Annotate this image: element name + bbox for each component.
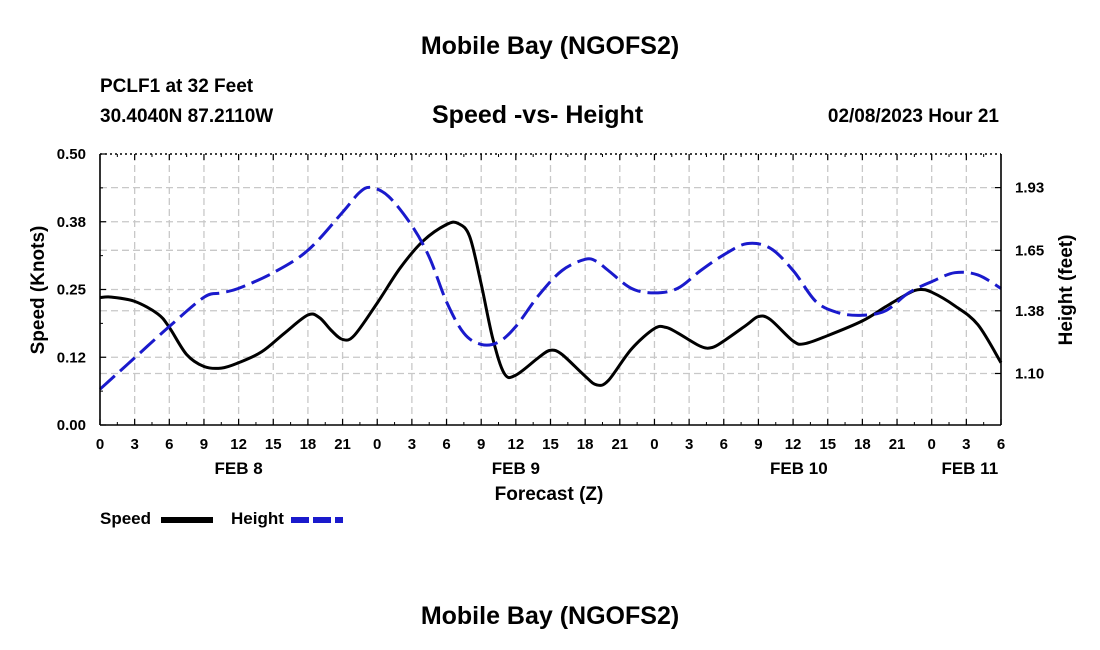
grid bbox=[100, 154, 1001, 425]
x-tick-label: 6 bbox=[720, 436, 728, 453]
x-tick-label: 18 bbox=[300, 436, 317, 453]
x-tick-label: 21 bbox=[611, 436, 628, 453]
x-tick-label: 21 bbox=[334, 436, 351, 453]
forecast-datetime: 02/08/2023 Hour 21 bbox=[827, 106, 999, 127]
date-label: FEB 10 bbox=[770, 459, 828, 478]
axis-labels: 0 3 6 9 12 15 18 21 0 3 6 9 12 15 18 21 0 3 6 9 12 15 18 21 0 3 6 0… bbox=[28, 146, 1077, 505]
legend-height-label: Height bbox=[231, 509, 284, 528]
series-height-line bbox=[98, 185, 1002, 391]
legend-speed-swatch bbox=[161, 517, 213, 523]
series-group bbox=[98, 185, 1003, 391]
date-label: FEB 11 bbox=[941, 459, 998, 478]
x-tick-label: 12 bbox=[230, 436, 247, 453]
x-tick-label: 3 bbox=[962, 436, 970, 453]
date-label: FEB 8 bbox=[215, 459, 263, 478]
x-tick-label: 9 bbox=[754, 436, 762, 453]
axes bbox=[99, 153, 1002, 426]
y-right-tick-label: 1.10 bbox=[1015, 365, 1044, 382]
x-tick-label: 12 bbox=[785, 436, 802, 453]
legend-height-swatch bbox=[291, 517, 343, 523]
chart-subtitle: Speed -vs- Height bbox=[432, 101, 644, 129]
x-tick-label: 9 bbox=[477, 436, 485, 453]
y-left-tick-label: 0.00 bbox=[57, 417, 86, 434]
x-tick-label: 6 bbox=[165, 436, 173, 453]
y-left-tick-label: 0.38 bbox=[57, 214, 86, 231]
x-tick-label: 6 bbox=[997, 436, 1005, 453]
y-left-axis-title: Speed (Knots) bbox=[28, 226, 49, 355]
y-right-tick-label: 1.93 bbox=[1015, 180, 1044, 197]
y-right-tick-label: 1.38 bbox=[1015, 303, 1044, 320]
x-tick-label: 15 bbox=[542, 436, 559, 453]
x-tick-label: 0 bbox=[650, 436, 658, 453]
x-axis-title: Forecast (Z) bbox=[495, 484, 604, 505]
x-tick-label: 15 bbox=[819, 436, 836, 453]
x-tick-label: 21 bbox=[889, 436, 906, 453]
x-tick-label: 0 bbox=[373, 436, 381, 453]
footer-title: Mobile Bay (NGOFS2) bbox=[420, 602, 680, 630]
y-right-axis-title: Height (feet) bbox=[1056, 235, 1077, 346]
station-label: PCLF1 at 32 Feet bbox=[100, 76, 254, 97]
x-tick-label: 0 bbox=[96, 436, 104, 453]
x-tick-label: 18 bbox=[577, 436, 594, 453]
y-left-tick-label: 0.50 bbox=[57, 146, 86, 163]
x-tick-label: 3 bbox=[408, 436, 416, 453]
coordinates-label: 30.4040N 87.2110W bbox=[100, 106, 274, 127]
x-tick-label: 12 bbox=[508, 436, 525, 453]
x-tick-label: 9 bbox=[200, 436, 208, 453]
x-tick-label: 0 bbox=[928, 436, 936, 453]
y-left-tick-label: 0.12 bbox=[57, 349, 86, 366]
chart-title: Mobile Bay (NGOFS2) bbox=[420, 32, 680, 60]
x-tick-label: 3 bbox=[685, 436, 693, 453]
x-tick-label: 15 bbox=[265, 436, 282, 453]
x-tick-label: 3 bbox=[130, 436, 138, 453]
y-left-tick-label: 0.25 bbox=[57, 282, 86, 299]
x-tick-label: 6 bbox=[442, 436, 450, 453]
series-speed-line bbox=[99, 220, 1003, 387]
date-label: FEB 9 bbox=[492, 459, 540, 478]
y-right-tick-label: 1.65 bbox=[1015, 242, 1044, 259]
legend-speed-label: Speed bbox=[100, 509, 152, 528]
x-tick-label: 18 bbox=[854, 436, 871, 453]
